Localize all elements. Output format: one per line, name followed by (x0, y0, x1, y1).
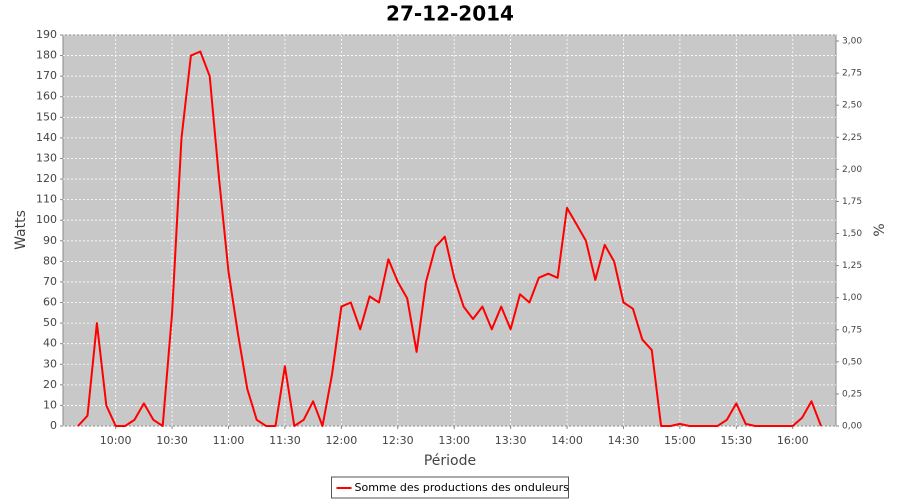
y2-tick-label: 2,25 (842, 133, 862, 143)
y2-tick-label: 1,75 (842, 197, 862, 207)
y-tick-label: 150 (36, 110, 57, 123)
x-tick-label: 10:30 (156, 434, 188, 447)
y2-tick-label: 2,50 (842, 101, 862, 111)
plot-area (62, 34, 837, 427)
y-tick-label: 50 (43, 316, 57, 329)
legend: Somme des productions des onduleurs (331, 476, 570, 499)
y-tick-label: 160 (36, 90, 57, 103)
y-tick-label: 80 (43, 254, 57, 267)
y-tick-label: 170 (36, 69, 57, 82)
y-tick-label: 70 (43, 275, 57, 288)
y-tick-label: 20 (43, 378, 57, 391)
y-axis-label: Watts (13, 210, 29, 250)
x-tick-label: 12:30 (382, 434, 414, 447)
x-tick-label: 14:00 (551, 434, 583, 447)
y-tick-label: 60 (43, 296, 57, 309)
y-tick-label: 0 (50, 419, 57, 432)
y2-tick-label: 0,25 (842, 389, 862, 399)
y-tick-label: 110 (36, 193, 57, 206)
y-tick-label: 190 (36, 28, 57, 41)
x-tick-label: 10:00 (100, 434, 132, 447)
y-tick-label: 120 (36, 172, 57, 185)
y2-axis-label: % (872, 223, 888, 236)
x-tick-label: 14:30 (608, 434, 640, 447)
legend-label: Somme des productions des onduleurs (355, 481, 570, 494)
x-tick-label: 16:00 (777, 434, 809, 447)
y-tick-label: 10 (43, 398, 57, 411)
y-tick-label: 90 (43, 234, 57, 247)
x-tick-label: 11:00 (213, 434, 245, 447)
legend-box (331, 476, 569, 499)
y2-tick-label: 2,75 (842, 69, 862, 79)
y2-tick-label: 2,00 (842, 165, 862, 175)
x-axis-label: Période (424, 453, 476, 469)
y-tick-label: 130 (36, 151, 57, 164)
x-tick-label: 15:00 (664, 434, 696, 447)
y-tick-label: 140 (36, 131, 57, 144)
y2-tick-label: 0,00 (842, 422, 862, 432)
y2-tick-label: 0,50 (842, 357, 862, 367)
x-tick-label: 15:30 (720, 434, 752, 447)
y2-tick-label: 3,00 (842, 37, 862, 47)
y-tick-label: 30 (43, 357, 57, 370)
series-line (77, 50, 822, 427)
y2-tick-label: 1,00 (842, 293, 862, 303)
y2-tick-label: 1,25 (842, 261, 862, 271)
y2-tick-label: 1,50 (842, 229, 862, 239)
y-tick-label: 40 (43, 337, 57, 350)
x-tick-label: 13:00 (438, 434, 470, 447)
x-tick-label: 13:30 (495, 434, 527, 447)
x-tick-label: 11:30 (269, 434, 301, 447)
y-tick-label: 100 (36, 213, 57, 226)
y-tick-label: 180 (36, 49, 57, 62)
chart-title: 27-12-2014 (386, 2, 514, 26)
y2-tick-label: 0,75 (842, 325, 862, 335)
x-tick-label: 12:00 (326, 434, 358, 447)
